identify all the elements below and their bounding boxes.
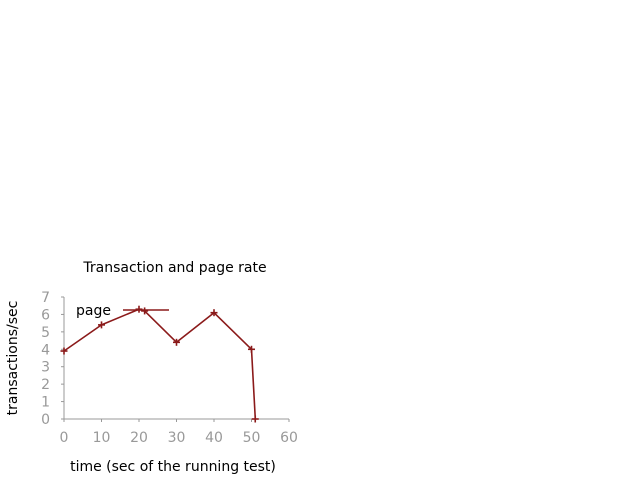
data-point [135, 305, 143, 313]
chart-title: Transaction and page rate [82, 260, 266, 276]
y-tick-label: 1 [41, 395, 50, 411]
data-point [60, 347, 68, 355]
x-tick-label: 60 [280, 430, 298, 446]
y-axis-label: transactions/sec [5, 301, 21, 416]
y-tick-label: 6 [41, 307, 50, 323]
y-tick-label: 7 [41, 290, 50, 306]
data-point [210, 309, 218, 317]
data-point [251, 415, 259, 423]
data-point [98, 321, 105, 329]
data-point [141, 307, 149, 315]
legend-label-page: page [76, 303, 111, 319]
x-tick-label: 40 [205, 430, 223, 446]
x-tick-label: 30 [168, 430, 186, 446]
data-point [248, 345, 255, 353]
x-axis-label: time (sec of the running test) [70, 459, 276, 475]
x-tick-label: 50 [243, 430, 261, 446]
y-tick-label: 4 [41, 342, 50, 358]
x-ticks: 0 10 20 30 40 50 60 [60, 419, 298, 446]
x-tick-label: 20 [130, 430, 148, 446]
y-tick-label: 3 [41, 360, 50, 376]
series-layer [60, 305, 259, 423]
series-line-page [63, 308, 257, 420]
x-tick-label: 0 [60, 430, 69, 446]
y-tick-label: 0 [41, 412, 50, 428]
data-point [173, 338, 180, 346]
y-ticks: 01 23 45 67 [41, 290, 64, 428]
y-tick-label: 5 [41, 325, 50, 341]
y-tick-label: 2 [41, 377, 50, 393]
x-tick-label: 10 [93, 430, 111, 446]
legend: page [76, 303, 169, 319]
